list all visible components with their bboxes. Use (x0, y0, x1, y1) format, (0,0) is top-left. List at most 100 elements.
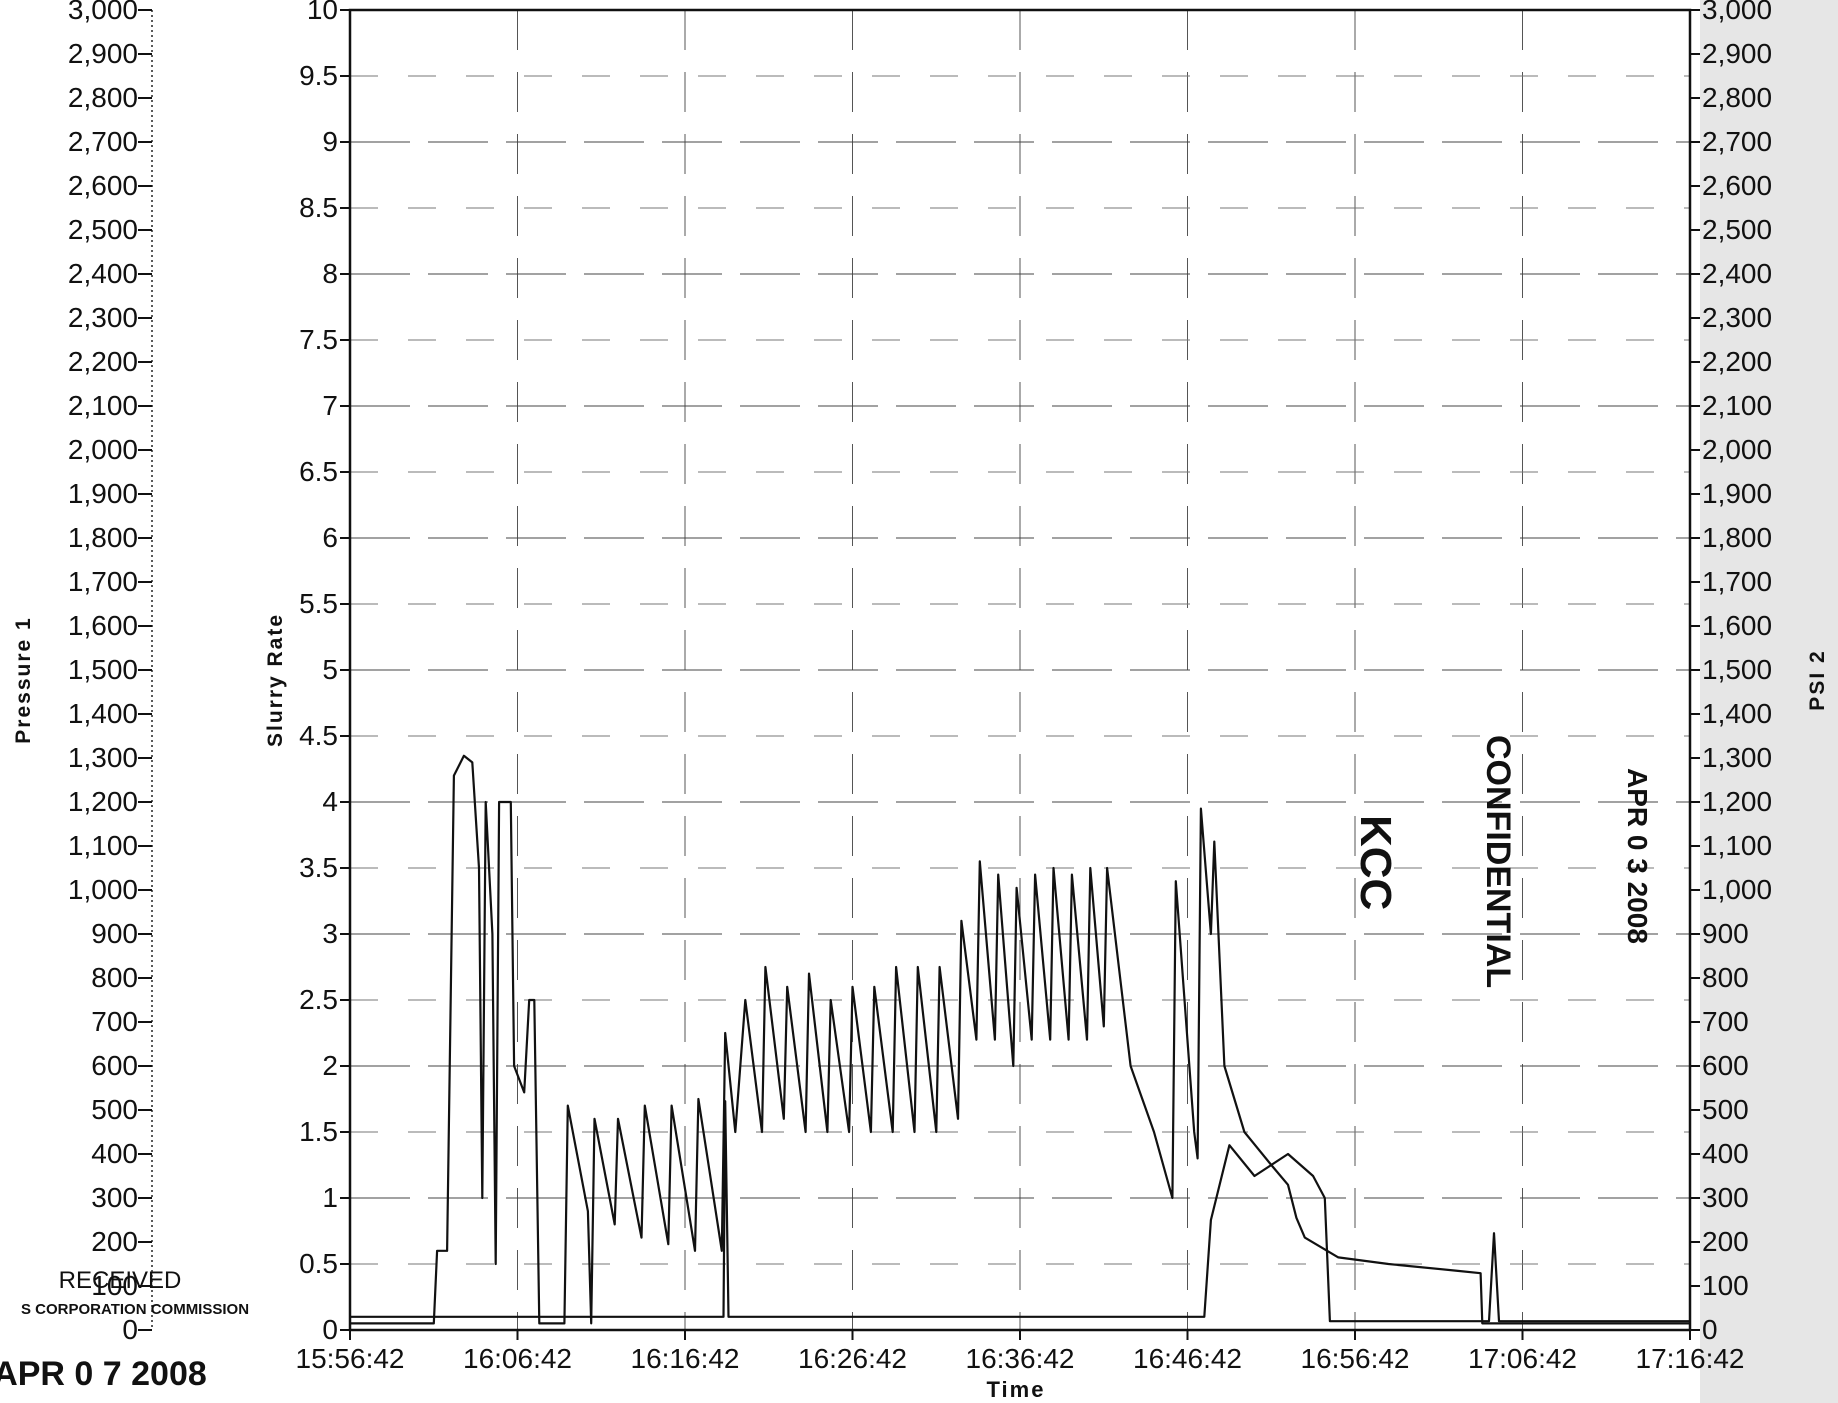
psi-2-tick-label: 1,500 (1702, 654, 1772, 685)
psi-2-tick-label: 600 (1702, 1050, 1749, 1081)
pressure-1-tick-label: 2,000 (68, 434, 138, 465)
time-tick-label: 16:56:42 (1301, 1343, 1410, 1374)
pressure-1-axis-title: Pressure 1 (12, 616, 35, 743)
pressure-1-tick-label: 800 (91, 962, 138, 993)
slurry-rate-tick-label: 4.5 (299, 720, 338, 751)
psi-2-tick-label: 0 (1702, 1314, 1718, 1345)
time-tick-label: 17:06:42 (1468, 1343, 1577, 1374)
slurry-rate-tick-label: 5 (322, 654, 338, 685)
scan-noise-band (1700, 0, 1838, 1403)
confidential-date-stamp: APR 0 3 2008 (1622, 768, 1653, 944)
psi-2-tick-label: 400 (1702, 1138, 1749, 1169)
pressure-1-tick-label: 2,500 (68, 214, 138, 245)
slurry-rate-tick-label: 7 (322, 390, 338, 421)
pressure-1-tick-label: 2,300 (68, 302, 138, 333)
pressure-1-tick-label: 1,800 (68, 522, 138, 553)
pressure-1-tick-label: 3,000 (68, 0, 138, 25)
psi-2-axis-title: PSI 2 (1806, 649, 1829, 710)
slurry-rate-tick-label: 8.5 (299, 192, 338, 223)
slurry-rate-tick-label: 10 (307, 0, 338, 25)
confidential-stamp: CONFIDENTIAL (1479, 735, 1517, 988)
pressure-1-tick-label: 400 (91, 1138, 138, 1169)
slurry-rate-tick-label: 0 (322, 1314, 338, 1345)
slurry-rate-tick-label: 3.5 (299, 852, 338, 883)
slurry-rate-tick-label: 9.5 (299, 60, 338, 91)
slurry-rate-tick-label: 2 (322, 1050, 338, 1081)
slurry-rate-tick-label: 0.5 (299, 1248, 338, 1279)
pressure-1-tick-label: 1,900 (68, 478, 138, 509)
slurry-rate-tick-label: 6 (322, 522, 338, 553)
psi-2-tick-label: 2,300 (1702, 302, 1772, 333)
pressure-1-tick-label: 1,600 (68, 610, 138, 641)
pressure-1-tick-label: 1,300 (68, 742, 138, 773)
pressure-1-tick-label: 900 (91, 918, 138, 949)
psi-2-tick-label: 1,700 (1702, 566, 1772, 597)
series-line-1 (350, 754, 1690, 1325)
psi-2-tick-label: 800 (1702, 962, 1749, 993)
pressure-1-tick-label: 700 (91, 1006, 138, 1037)
psi-2-tick-label: 1,100 (1702, 830, 1772, 861)
series-group (350, 754, 1690, 1325)
psi-2-tick-label: 1,900 (1702, 478, 1772, 509)
psi-2-tick-label: 1,400 (1702, 698, 1772, 729)
psi-2-tick-label: 1,200 (1702, 786, 1772, 817)
pressure-1-tick-label: 2,700 (68, 126, 138, 157)
time-tick-label: 16:36:42 (966, 1343, 1075, 1374)
psi-2-tick-label: 700 (1702, 1006, 1749, 1037)
psi-2-tick-label: 2,000 (1702, 434, 1772, 465)
pressure-1-tick-label: 1,100 (68, 830, 138, 861)
psi-2-tick-label: 2,800 (1702, 82, 1772, 113)
received-stamp: RECEIVED (59, 1267, 182, 1294)
kcc-stamp: KCC (1351, 815, 1400, 910)
pressure-1-tick-label: 2,100 (68, 390, 138, 421)
psi-2-tick-label: 500 (1702, 1094, 1749, 1125)
pressure-1-tick-label: 1,200 (68, 786, 138, 817)
time-tick-label: 16:06:42 (463, 1343, 572, 1374)
slurry-rate-tick-label: 2.5 (299, 984, 338, 1015)
psi-2-axis: 0 100 200 300 400 500 600 700 800 900 1,000 1,100 1,… (1690, 0, 1772, 1345)
psi-2-tick-label: 1,300 (1702, 742, 1772, 773)
psi-2-tick-label: 2,500 (1702, 214, 1772, 245)
psi-2-tick-label: 2,700 (1702, 126, 1772, 157)
commission-stamp: S CORPORATION COMMISSION (21, 1301, 249, 1318)
psi-2-tick-label: 1,800 (1702, 522, 1772, 553)
slurry-rate-tick-label: 5.5 (299, 588, 338, 619)
psi-2-tick-label: 2,600 (1702, 170, 1772, 201)
psi-2-tick-label: 2,900 (1702, 38, 1772, 69)
time-tick-label: 16:46:42 (1133, 1343, 1242, 1374)
pressure-1-tick-label: 1,700 (68, 566, 138, 597)
time-tick-label: 16:16:42 (631, 1343, 740, 1374)
time-tick-label: 15:56:42 (296, 1343, 405, 1374)
pressure-1-tick-label: 1,000 (68, 874, 138, 905)
time-tick-label: 17:16:42 (1636, 1343, 1745, 1374)
pressure-1-tick-label: 500 (91, 1094, 138, 1125)
pressure-1-tick-label: 2,900 (68, 38, 138, 69)
pressure-1-axis: 0 100 200 300 400 500 600 700 800 900 1,000 1,100 1,… (68, 0, 153, 1345)
time-axis: 15:56:42 16:06:42 16:16:42 16:26:42 16:36:42… (296, 1330, 1745, 1374)
slurry-rate-tick-label: 1 (322, 1182, 338, 1213)
time-axis-title: Time (987, 1377, 1046, 1402)
psi-2-tick-label: 900 (1702, 918, 1749, 949)
psi-2-tick-label: 2,400 (1702, 258, 1772, 289)
psi-2-tick-label: 1,000 (1702, 874, 1772, 905)
slurry-rate-tick-label: 1.5 (299, 1116, 338, 1147)
grid (350, 10, 1690, 1330)
pressure-1-tick-label: 2,400 (68, 258, 138, 289)
psi-2-tick-label: 2,100 (1702, 390, 1772, 421)
psi-2-tick-label: 3,000 (1702, 0, 1772, 25)
pressure-1-tick-label: 200 (91, 1226, 138, 1257)
series-line-2 (350, 1100, 1690, 1323)
pressure-1-tick-label: 2,600 (68, 170, 138, 201)
slurry-rate-tick-label: 8 (322, 258, 338, 289)
pressure-1-tick-label: 600 (91, 1050, 138, 1081)
time-tick-label: 16:26:42 (798, 1343, 907, 1374)
pressure-1-tick-label: 1,500 (68, 654, 138, 685)
pressure-1-tick-label: 100 (91, 1270, 138, 1301)
pressure-1-tick-label: 1,400 (68, 698, 138, 729)
slurry-rate-tick-label: 9 (322, 126, 338, 157)
slurry-rate-tick-label: 3 (322, 918, 338, 949)
slurry-rate-tick-label: 7.5 (299, 324, 338, 355)
received-date-stamp: APR 0 7 2008 (0, 1355, 207, 1393)
psi-2-tick-label: 2,200 (1702, 346, 1772, 377)
